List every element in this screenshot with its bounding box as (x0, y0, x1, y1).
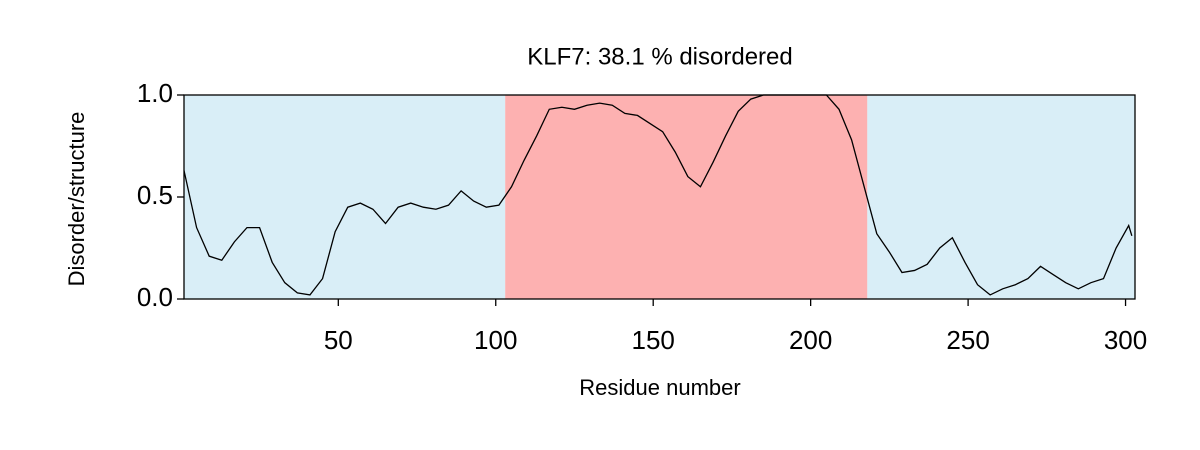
chart-title: KLF7: 38.1 % disordered (527, 43, 793, 70)
region (184, 95, 506, 299)
region (867, 95, 1135, 299)
x-tick-label: 150 (632, 325, 675, 355)
x-tick-label: 100 (474, 325, 517, 355)
disorder-line (183, 94, 1133, 296)
y-tick-label: 1.0 (137, 78, 173, 108)
x-axis-label: Residue number (579, 375, 740, 400)
x-tick-label: 300 (1104, 325, 1147, 355)
y-tick-label: 0.5 (137, 180, 173, 210)
x-tick-label: 200 (789, 325, 832, 355)
region (505, 95, 868, 299)
y-axis-label: Disorder/structure (64, 112, 89, 287)
x-tick-label: 250 (946, 325, 989, 355)
x-tick-label: 50 (324, 325, 353, 355)
y-tick-label: 0.0 (137, 282, 173, 312)
